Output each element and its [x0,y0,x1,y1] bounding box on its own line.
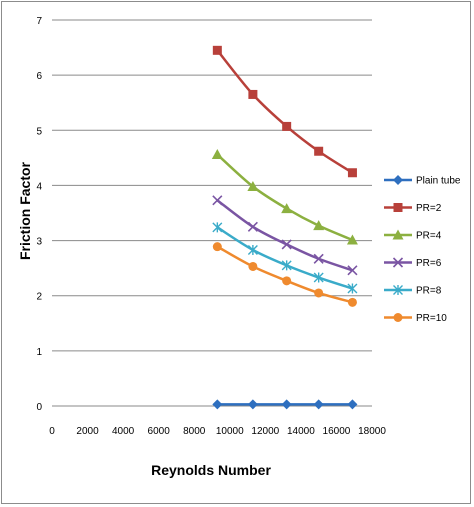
y-tick-label: 7 [36,16,42,27]
axes: 0 1 2 3 4 5 6 7 0 2000 4000 6000 8000 10000 12000 14000… [36,16,386,437]
legend-marker-pr-2 [393,203,403,212]
legend-label-pr-4: PR=4 [416,231,442,242]
y-tick-label: 1 [36,347,42,358]
x-tick-label: 2000 [76,426,99,437]
data-point-pr-8 [347,283,358,294]
y-tick-label: 3 [36,237,42,248]
data-point-pr-6 [347,265,358,276]
y-tick-label: 5 [36,126,42,137]
x-axis-label: Reynolds Number [151,462,271,478]
data-point-pr-2 [347,168,357,178]
data-point-plain-tube [313,399,324,410]
data-point-pr-10 [282,276,292,286]
legend-marker-pr-10 [393,313,403,322]
legend-label-plain-tube: Plain tube [416,176,461,187]
x-tick-label: 10000 [216,426,244,437]
legend-label-pr-2: PR=2 [416,203,442,214]
x-tick-label: 8000 [183,426,206,437]
x-tick-label: 14000 [287,426,315,437]
data-point-pr-2 [282,121,292,131]
legend-label-pr-10: PR=10 [416,313,447,324]
data-point-pr-10 [212,242,222,252]
legend-marker-pr-6 [392,257,404,268]
data-point-pr-10 [248,261,258,271]
legend-label-pr-6: PR=6 [416,258,442,269]
legend-marker-pr-4 [392,229,404,240]
data-point-pr-6 [247,221,258,232]
legend-marker-pr-8 [393,285,403,295]
data-point-pr-4 [211,149,223,160]
data-point-pr-6 [281,239,292,250]
data-point-plain-tube [247,399,258,410]
data-point-pr-2 [212,45,222,55]
gridlines [52,19,372,407]
legend: Plain tube PR=2 PR=4 PR=6 PR=8 PR=10 [384,175,461,324]
data-point-pr-6 [313,253,324,264]
data-point-plain-tube [212,399,223,410]
y-axis-label: Friction Factor [17,161,33,260]
data-point-pr-2 [248,89,258,99]
data-point-pr-4 [247,181,259,192]
data-point-pr-8 [313,272,324,283]
x-tick-label: 6000 [148,426,171,437]
y-tick-label: 6 [36,71,42,82]
data-point-pr-4 [313,220,325,231]
x-tick-label: 18000 [358,426,386,437]
data-point-pr-8 [281,260,292,271]
data-point-pr-2 [314,146,324,156]
data-point-pr-10 [347,297,357,307]
data-point-pr-4 [346,234,358,245]
x-tick-label: 12000 [251,426,279,437]
x-tick-label: 4000 [112,426,135,437]
data-point-plain-tube [281,399,292,410]
data-point-pr-4 [281,203,293,214]
legend-marker-plain-tube [393,175,403,185]
data-point-pr-6 [212,195,223,206]
data-point-pr-8 [212,222,223,233]
y-tick-label: 4 [36,181,42,192]
data-point-pr-8 [247,244,258,255]
series-line-pr-10 [216,245,353,304]
series-line-pr-4 [216,153,353,242]
data-point-plain-tube [347,399,358,410]
x-tick-label: 16000 [323,426,351,437]
y-tick-label: 2 [36,292,42,303]
x-tick-label: 0 [49,426,55,437]
legend-label-pr-8: PR=8 [416,286,442,297]
y-tick-label: 0 [36,402,42,413]
data-point-pr-10 [314,288,324,298]
series-line-pr-2 [216,49,354,174]
series-lines [211,45,358,410]
